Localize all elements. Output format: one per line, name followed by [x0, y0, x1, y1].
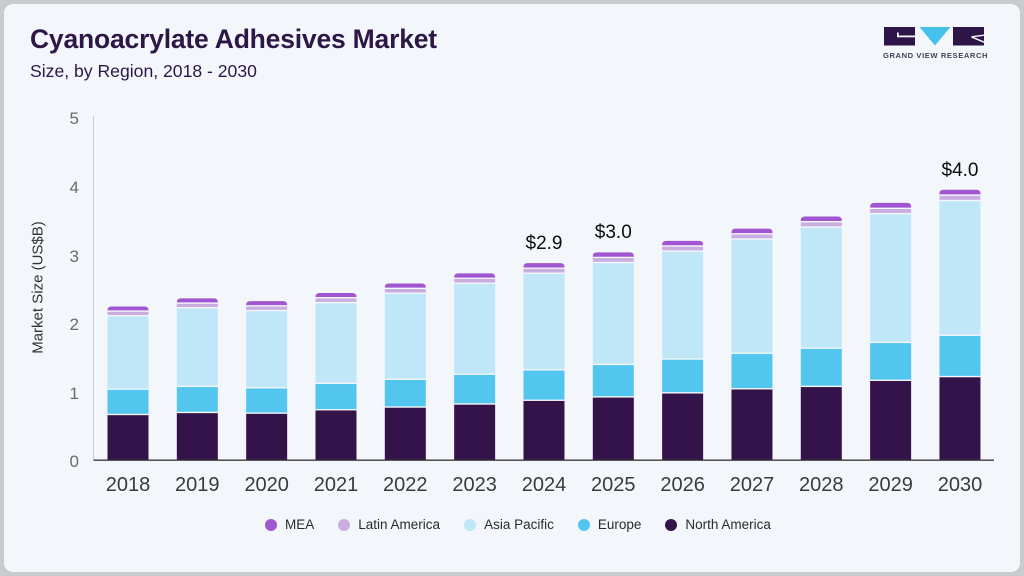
svg-text:GRAND VIEW RESEARCH: GRAND VIEW RESEARCH [883, 51, 988, 60]
